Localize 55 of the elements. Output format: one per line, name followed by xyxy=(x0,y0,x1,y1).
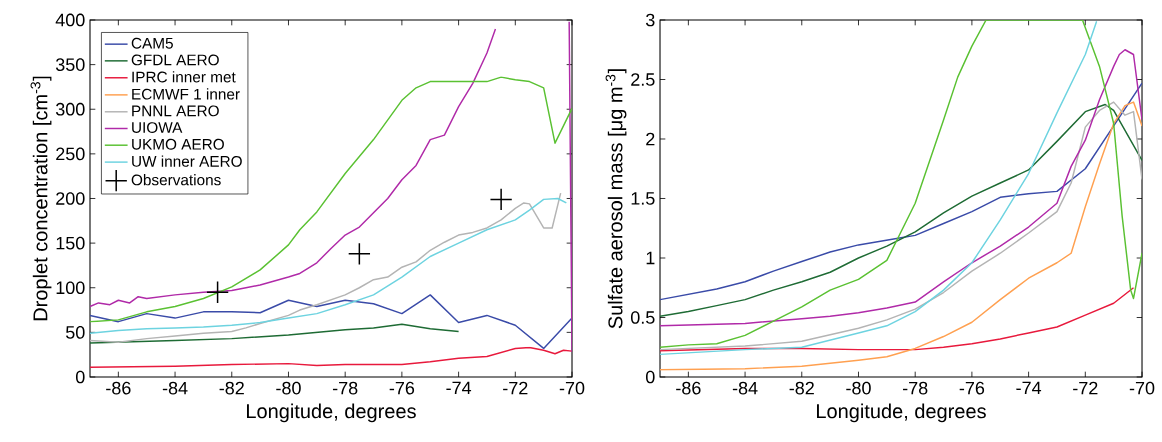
x-tick-label: -76 xyxy=(389,381,415,395)
x-tick-label: -80 xyxy=(276,381,301,395)
x-tick-label: -84 xyxy=(162,381,188,395)
x-tick-label: -84 xyxy=(732,381,758,395)
point xyxy=(206,281,229,303)
line-series xyxy=(660,82,1143,301)
legend-label: PNNL AERO xyxy=(132,105,219,117)
y-tick-label: 50 xyxy=(65,326,85,339)
point xyxy=(490,188,512,211)
y-tick-label: 200 xyxy=(56,192,85,205)
y-tick-label: 2 xyxy=(646,132,655,146)
x-tick-label: -86 xyxy=(106,381,131,395)
legend-label: Observations xyxy=(131,174,221,186)
legend-label: GFDL AERO xyxy=(131,54,219,66)
legend-label: UKMO AERO xyxy=(132,138,224,150)
y-tick-label: 0.5 xyxy=(630,311,655,324)
y-tick-label: 2.5 xyxy=(631,73,655,86)
y-tick-label: 3 xyxy=(645,13,655,27)
legend-label: UIOWA xyxy=(132,122,183,133)
line-series xyxy=(90,294,573,350)
line-series xyxy=(90,346,573,368)
y-tick-label: 350 xyxy=(55,58,85,71)
x-tick-label: -74 xyxy=(1016,381,1042,395)
y-tick-label: 0 xyxy=(75,370,85,384)
y-tick-label: 400 xyxy=(55,13,85,27)
y-tick-label: 0 xyxy=(646,370,655,384)
legend-label: UW inner AERO xyxy=(132,155,242,167)
point xyxy=(348,243,371,265)
y-tick-label: 100 xyxy=(56,281,85,295)
y-tick-label: 1 xyxy=(646,251,655,265)
x-axis-title: Longitude, degrees xyxy=(247,403,416,423)
y-tick-label: 300 xyxy=(55,102,85,116)
y-axis-title: Sulfate aerosol mass [μg m$^{-3}$] xyxy=(605,69,627,329)
y-tick-label: 150 xyxy=(56,236,85,250)
legend-label: ECMWF 1 inner xyxy=(132,88,240,100)
x-tick-label: -72 xyxy=(503,381,528,395)
y-axis-title: Droplet concentration [cm$^{-3}$] xyxy=(30,76,52,321)
y-tick-label: 1.5 xyxy=(631,192,655,205)
line-series xyxy=(90,323,460,344)
x-tick-label: -80 xyxy=(846,381,871,395)
line-series xyxy=(660,49,1143,327)
x-tick-label: -74 xyxy=(446,381,472,395)
x-tick-label: -82 xyxy=(219,381,244,395)
x-tick-label: -76 xyxy=(959,381,985,395)
legend-label: IPRC inner met xyxy=(132,71,236,83)
x-axis-title: Longitude, degrees xyxy=(817,403,986,423)
x-tick-label: -86 xyxy=(676,381,701,395)
x-tick-label: -78 xyxy=(902,381,928,395)
x-tick-label: -82 xyxy=(789,381,814,395)
x-tick-label: -70 xyxy=(559,381,585,395)
x-tick-label: -70 xyxy=(1129,381,1155,395)
x-tick-label: -78 xyxy=(332,381,358,395)
legend-label: CAM5 xyxy=(131,37,173,49)
y-tick-label: 250 xyxy=(56,147,85,161)
x-tick-label: -72 xyxy=(1073,381,1098,395)
